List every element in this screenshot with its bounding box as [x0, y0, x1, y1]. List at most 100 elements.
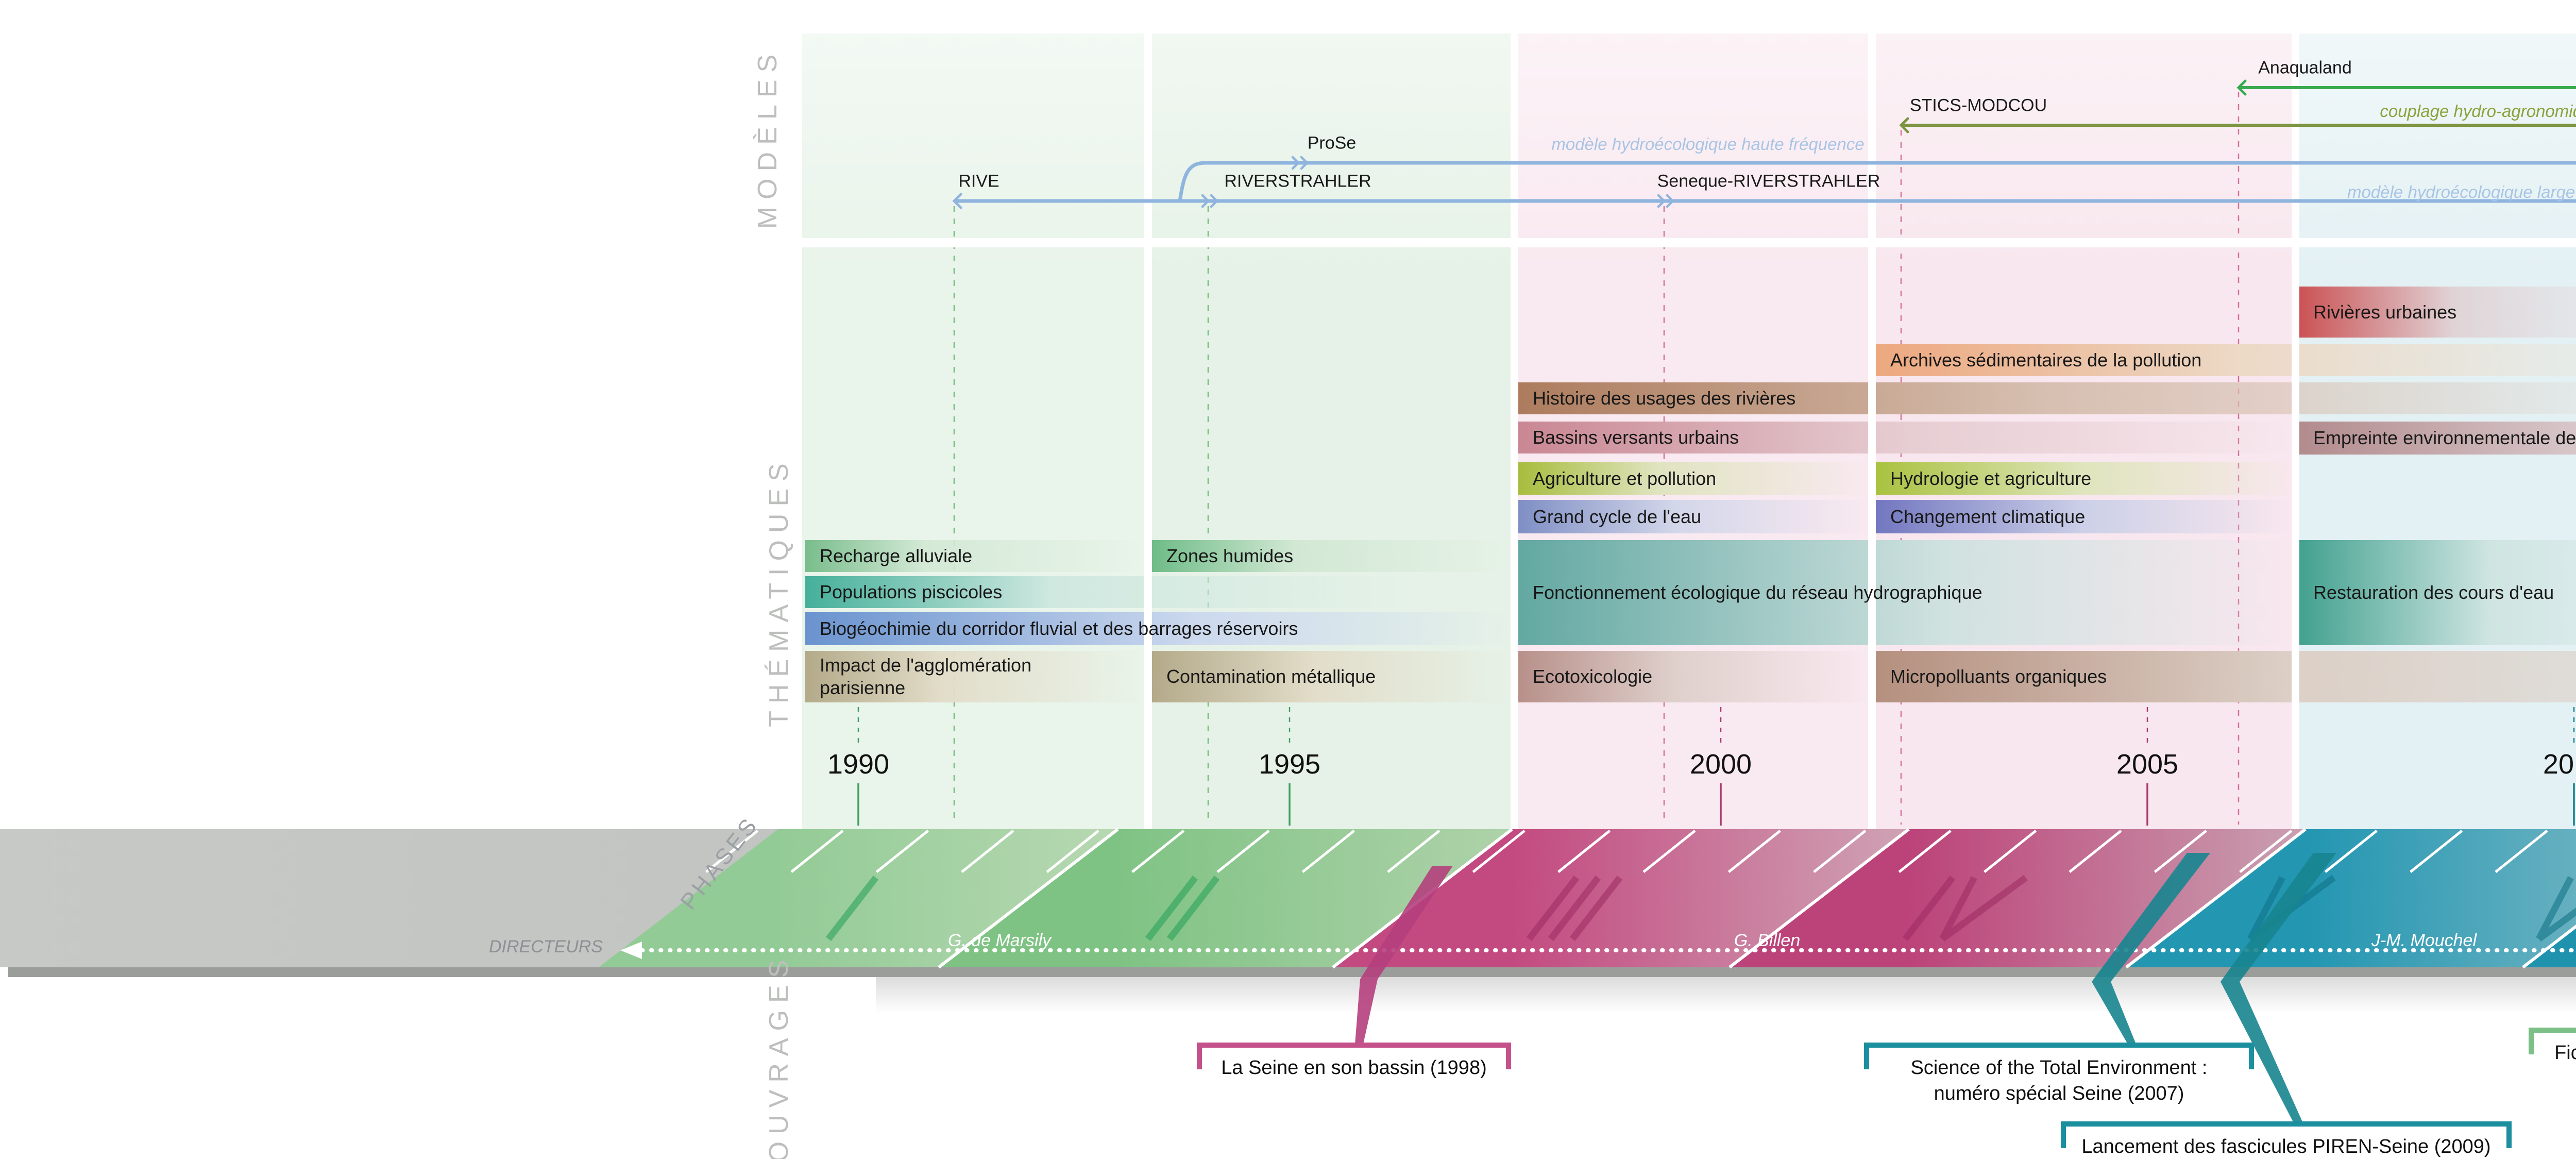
theme-bar-label-18: Biogéochimie du corridor fluvial et des …: [820, 617, 1298, 640]
phase-numeral-IV: [1902, 875, 2028, 942]
theme-bar-20: [2299, 540, 2576, 645]
phase-band-3: [1333, 829, 1909, 967]
model-label-STICS-MODCOU: STICS-MODCOU: [1909, 95, 2047, 115]
models-section-label: MODÈLES: [753, 47, 783, 229]
chevron-icon: [1201, 194, 1210, 208]
phase-boundary-line: [2125, 828, 2307, 969]
year-label-2010: 2010: [2543, 749, 2576, 780]
theme-bar-label-7: Bassins versants urbains: [1533, 426, 1739, 449]
models-themes-separator: [747, 238, 2576, 247]
year-tick-slash: [2069, 830, 2122, 873]
director-name-2: J-M. Mouchel: [2371, 931, 2477, 950]
phase-band-5: [2126, 829, 2576, 967]
theme-bar-text-line: Impact de l'agglomération: [820, 654, 1032, 676]
theme-bar-label-15: Recharge alluviale: [820, 545, 972, 567]
theme-bar-9: [1518, 462, 1868, 495]
theme-bar-text-line: Agriculture et pollution: [1533, 467, 1717, 489]
model-label-Seneque-RIVERSTRAHLER: Seneque-RIVERSTRAHLER: [1657, 171, 1880, 191]
publication-box-0: La Seine en son bassin (1998): [1197, 1043, 1511, 1081]
theme-bar-15: [805, 540, 1144, 572]
model-annotation-2: couplage hydro-agronomique: [2380, 102, 2576, 121]
pub-box-stub-left: [1864, 1048, 1869, 1069]
year-label-2000: 2000: [1689, 749, 1752, 780]
arrow-drop-shadow: [876, 977, 2576, 1013]
theme-bar-text-line: Rivières urbaines: [2313, 301, 2457, 323]
theme-bar-label-23: Impact de l'agglomération parisienne: [820, 654, 1031, 699]
chevron-icon: [952, 193, 962, 209]
theme-bar-text-line: Histoire des usages des rivières: [1533, 388, 1796, 409]
theme-bar-13: [1518, 500, 1868, 533]
year-tick-slash: [1131, 830, 1185, 873]
phase-band-4: [1730, 829, 2306, 967]
year-tick-slash: [2324, 830, 2378, 873]
gap-top-1: [1511, 251, 1518, 829]
gap-top-0: [1144, 251, 1152, 829]
chevron-icon: [1300, 156, 1309, 170]
director-name-0: G. de Marsily: [948, 931, 1052, 950]
year-tick-slash: [705, 830, 759, 873]
model-label-ProSe: ProSe: [1307, 133, 1357, 153]
model-annotation-1: modèle hydroécologique large échelle: [2347, 182, 2576, 201]
chevron-icon: [1291, 156, 1300, 170]
director-name-1: G. Billen: [1734, 931, 1801, 950]
theme-bar-label-14: Changement climatique: [1890, 506, 2085, 528]
theme-bar-text-line: Ecotoxicologie: [1533, 666, 1653, 687]
publication-title-line: Lancement des fascicules PIREN-Seine (20…: [2081, 1136, 2491, 1157]
year-tick-slash: [1642, 830, 1696, 873]
prose-line: [1178, 161, 2576, 201]
dotted-line-arrow-icon: [620, 942, 642, 959]
year-tick-slash: [1472, 830, 1526, 873]
theme-bar-label-0: Rivières urbaines: [2313, 301, 2456, 324]
theme-bar-text-line: Restauration des cours d'eau: [2313, 582, 2554, 603]
theme-bar-label-17: Populations piscicoles: [820, 581, 1002, 603]
year-label-1995: 1995: [1258, 749, 1321, 780]
theme-bar-16: [1152, 540, 1511, 572]
publication-title-line: Fiches PIREN-Seine et nouveaux fascicule…: [2554, 1042, 2576, 1064]
books-section-label: OUVRAGES: [764, 952, 794, 1159]
phase-numeral-III: [1526, 876, 1623, 941]
publication-title-line: Science of the Total Environment :: [1910, 1057, 2208, 1079]
theme-bar-25: [1518, 651, 1868, 702]
theme-bar-14: [1876, 500, 2292, 533]
year-tick-slash: [1984, 830, 2037, 873]
theme-bar-10: [1876, 462, 2292, 495]
publication-title-line: numéro spécial Seine (2007): [1934, 1083, 2184, 1104]
phase-boundary-line: [2522, 924, 2576, 969]
theme-bar-label-25: Ecotoxicologie: [1533, 665, 1652, 688]
gap-top-2: [1868, 251, 1876, 829]
theme-bar-18: [805, 612, 1516, 645]
phase-boundary-line: [938, 828, 1119, 969]
theme-bar-text-line: Grand cycle de l'eau: [1533, 506, 1702, 527]
publication-box-1: Science of the Total Environment : numéro…: [1864, 1043, 2254, 1106]
theme-bar-label-8: Empreinte environnementale des villes: [2313, 427, 2576, 449]
theme-bar-text-line: Zones humides: [1166, 545, 1294, 566]
theme-bar-3: [1876, 344, 2576, 376]
year-tick-slash: [961, 830, 1014, 873]
theme-bar-text-line: Recharge alluviale: [820, 545, 973, 566]
year-tick-slash: [1727, 830, 1781, 873]
publication-pin-0: [1355, 866, 1453, 1044]
year-tick-slash: [1898, 830, 1952, 873]
year-tick-slash: [1387, 830, 1440, 873]
theme-bar-7: [1518, 422, 2291, 453]
theme-bar-23: [805, 651, 1144, 702]
year-tick-slash: [2154, 830, 2207, 873]
year-tick-slash: [1046, 830, 1099, 873]
theme-bar-19: [1518, 540, 2291, 645]
pub-box-stub-left: [2061, 1127, 2066, 1148]
pub-box-stub-left: [2529, 1033, 2534, 1054]
year-tick-slash: [790, 830, 844, 873]
chevron-icon: [1666, 194, 1675, 208]
theme-bar-label-16: Zones humides: [1166, 545, 1293, 567]
theme-bar-label-13: Grand cycle de l'eau: [1533, 506, 1701, 528]
theme-bar-24: [1152, 651, 1511, 702]
theme-bar-5: [1518, 382, 2576, 414]
year-tick-slash: [1813, 830, 1867, 873]
year-label-2005: 2005: [2116, 749, 2179, 780]
chevron-icon: [1899, 117, 1909, 133]
pub-box-stub-right: [2506, 1127, 2512, 1148]
model-label-RIVE: RIVE: [958, 171, 999, 191]
